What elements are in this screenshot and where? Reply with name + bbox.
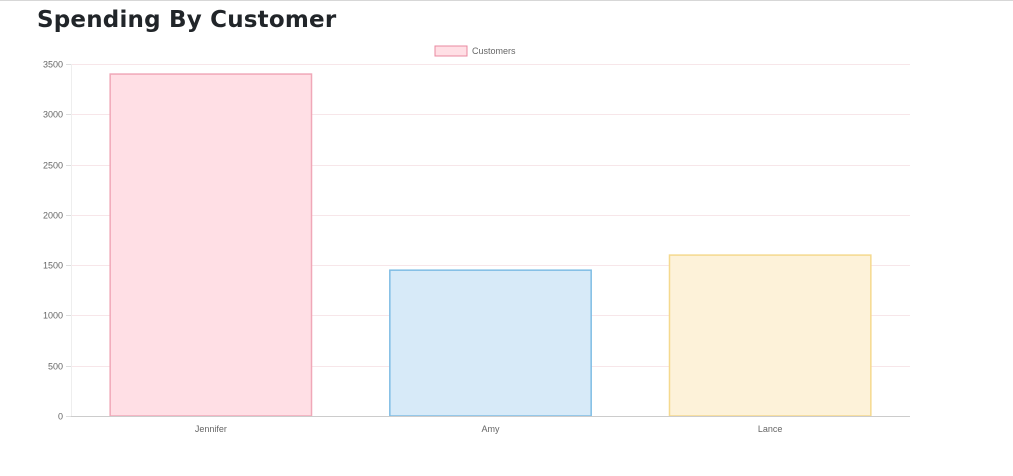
top-divider	[0, 0, 1013, 1]
x-tick-label: Amy	[482, 424, 501, 434]
page-title: Spending By Customer	[37, 7, 337, 33]
bars	[109, 73, 872, 417]
y-tick-label: 1500	[43, 261, 63, 271]
bar-jennifer[interactable]	[109, 73, 313, 417]
y-tick-label: 2000	[43, 211, 63, 221]
y-axis: 0 500 1000 1500 2000 2500 3000 3500	[43, 60, 72, 422]
y-tick-label: 2500	[43, 161, 63, 171]
bar-amy[interactable]	[389, 269, 592, 417]
y-tick-label: 500	[48, 362, 63, 372]
bar-lance[interactable]	[668, 254, 872, 417]
y-tick-label: 0	[58, 412, 63, 422]
x-tick-label: Jennifer	[195, 424, 227, 434]
x-tick-label: Lance	[758, 424, 783, 434]
y-tick-label: 3500	[43, 60, 63, 70]
legend[interactable]: Customers	[434, 45, 516, 57]
legend-label[interactable]: Customers	[472, 46, 516, 56]
y-tick-label: 1000	[43, 311, 63, 321]
legend-swatch[interactable]	[434, 45, 468, 57]
y-tick-label: 3000	[43, 110, 63, 120]
x-axis: Jennifer Amy Lance	[71, 416, 910, 434]
